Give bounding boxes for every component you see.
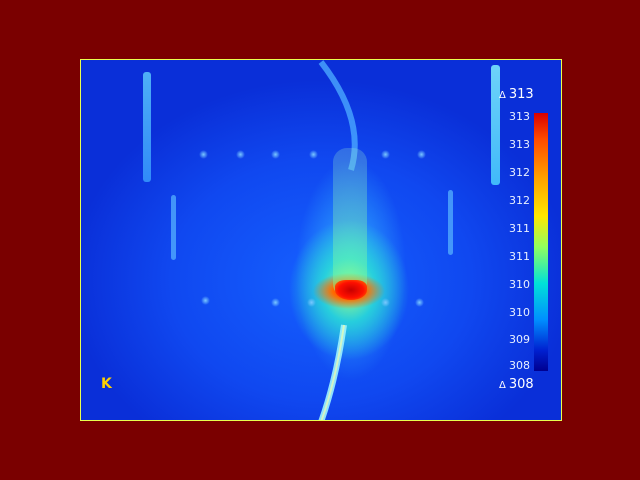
color-scale-bar [534, 113, 548, 371]
bolt-dot [271, 150, 280, 159]
scale-tick: 312 [509, 194, 530, 207]
left-inner-stripe [171, 195, 176, 260]
scale-tick: 312 [509, 166, 530, 179]
right-edge-stripe [491, 65, 500, 185]
unit-label: K [101, 376, 112, 392]
scale-max-label: Δ 313 [499, 87, 534, 102]
bolt-dot [381, 298, 390, 307]
scale-tick: 313 [509, 138, 530, 151]
hotspot [335, 280, 367, 300]
bolt-dot [381, 150, 390, 159]
scale-max-value: 313 [508, 87, 534, 102]
thermal-cable [318, 60, 358, 420]
max-marker-icon: Δ [499, 90, 506, 101]
bolt-dot [236, 150, 245, 159]
right-inner-stripe [448, 190, 453, 255]
scale-tick: 308 [509, 359, 530, 372]
scale-tick: 309 [509, 333, 530, 346]
bolt-dot [415, 298, 424, 307]
scale-tick: 311 [509, 222, 530, 235]
left-edge-stripe [143, 72, 151, 182]
bolt-dot [307, 298, 316, 307]
scale-tick: 313 [509, 110, 530, 123]
thermal-image: K [80, 59, 562, 421]
bolt-dot [199, 150, 208, 159]
bolt-dot [201, 296, 210, 305]
scale-tick: 310 [509, 278, 530, 291]
bolt-dot [417, 150, 426, 159]
scale-tick: 310 [509, 306, 530, 319]
scale-min-value: 308 [508, 377, 534, 392]
scale-tick: 311 [509, 250, 530, 263]
heat-column [333, 148, 367, 298]
bolt-dot [271, 298, 280, 307]
bolt-dot [309, 150, 318, 159]
scale-min-label: Δ 308 [499, 377, 534, 392]
min-marker-icon: Δ [499, 380, 506, 391]
